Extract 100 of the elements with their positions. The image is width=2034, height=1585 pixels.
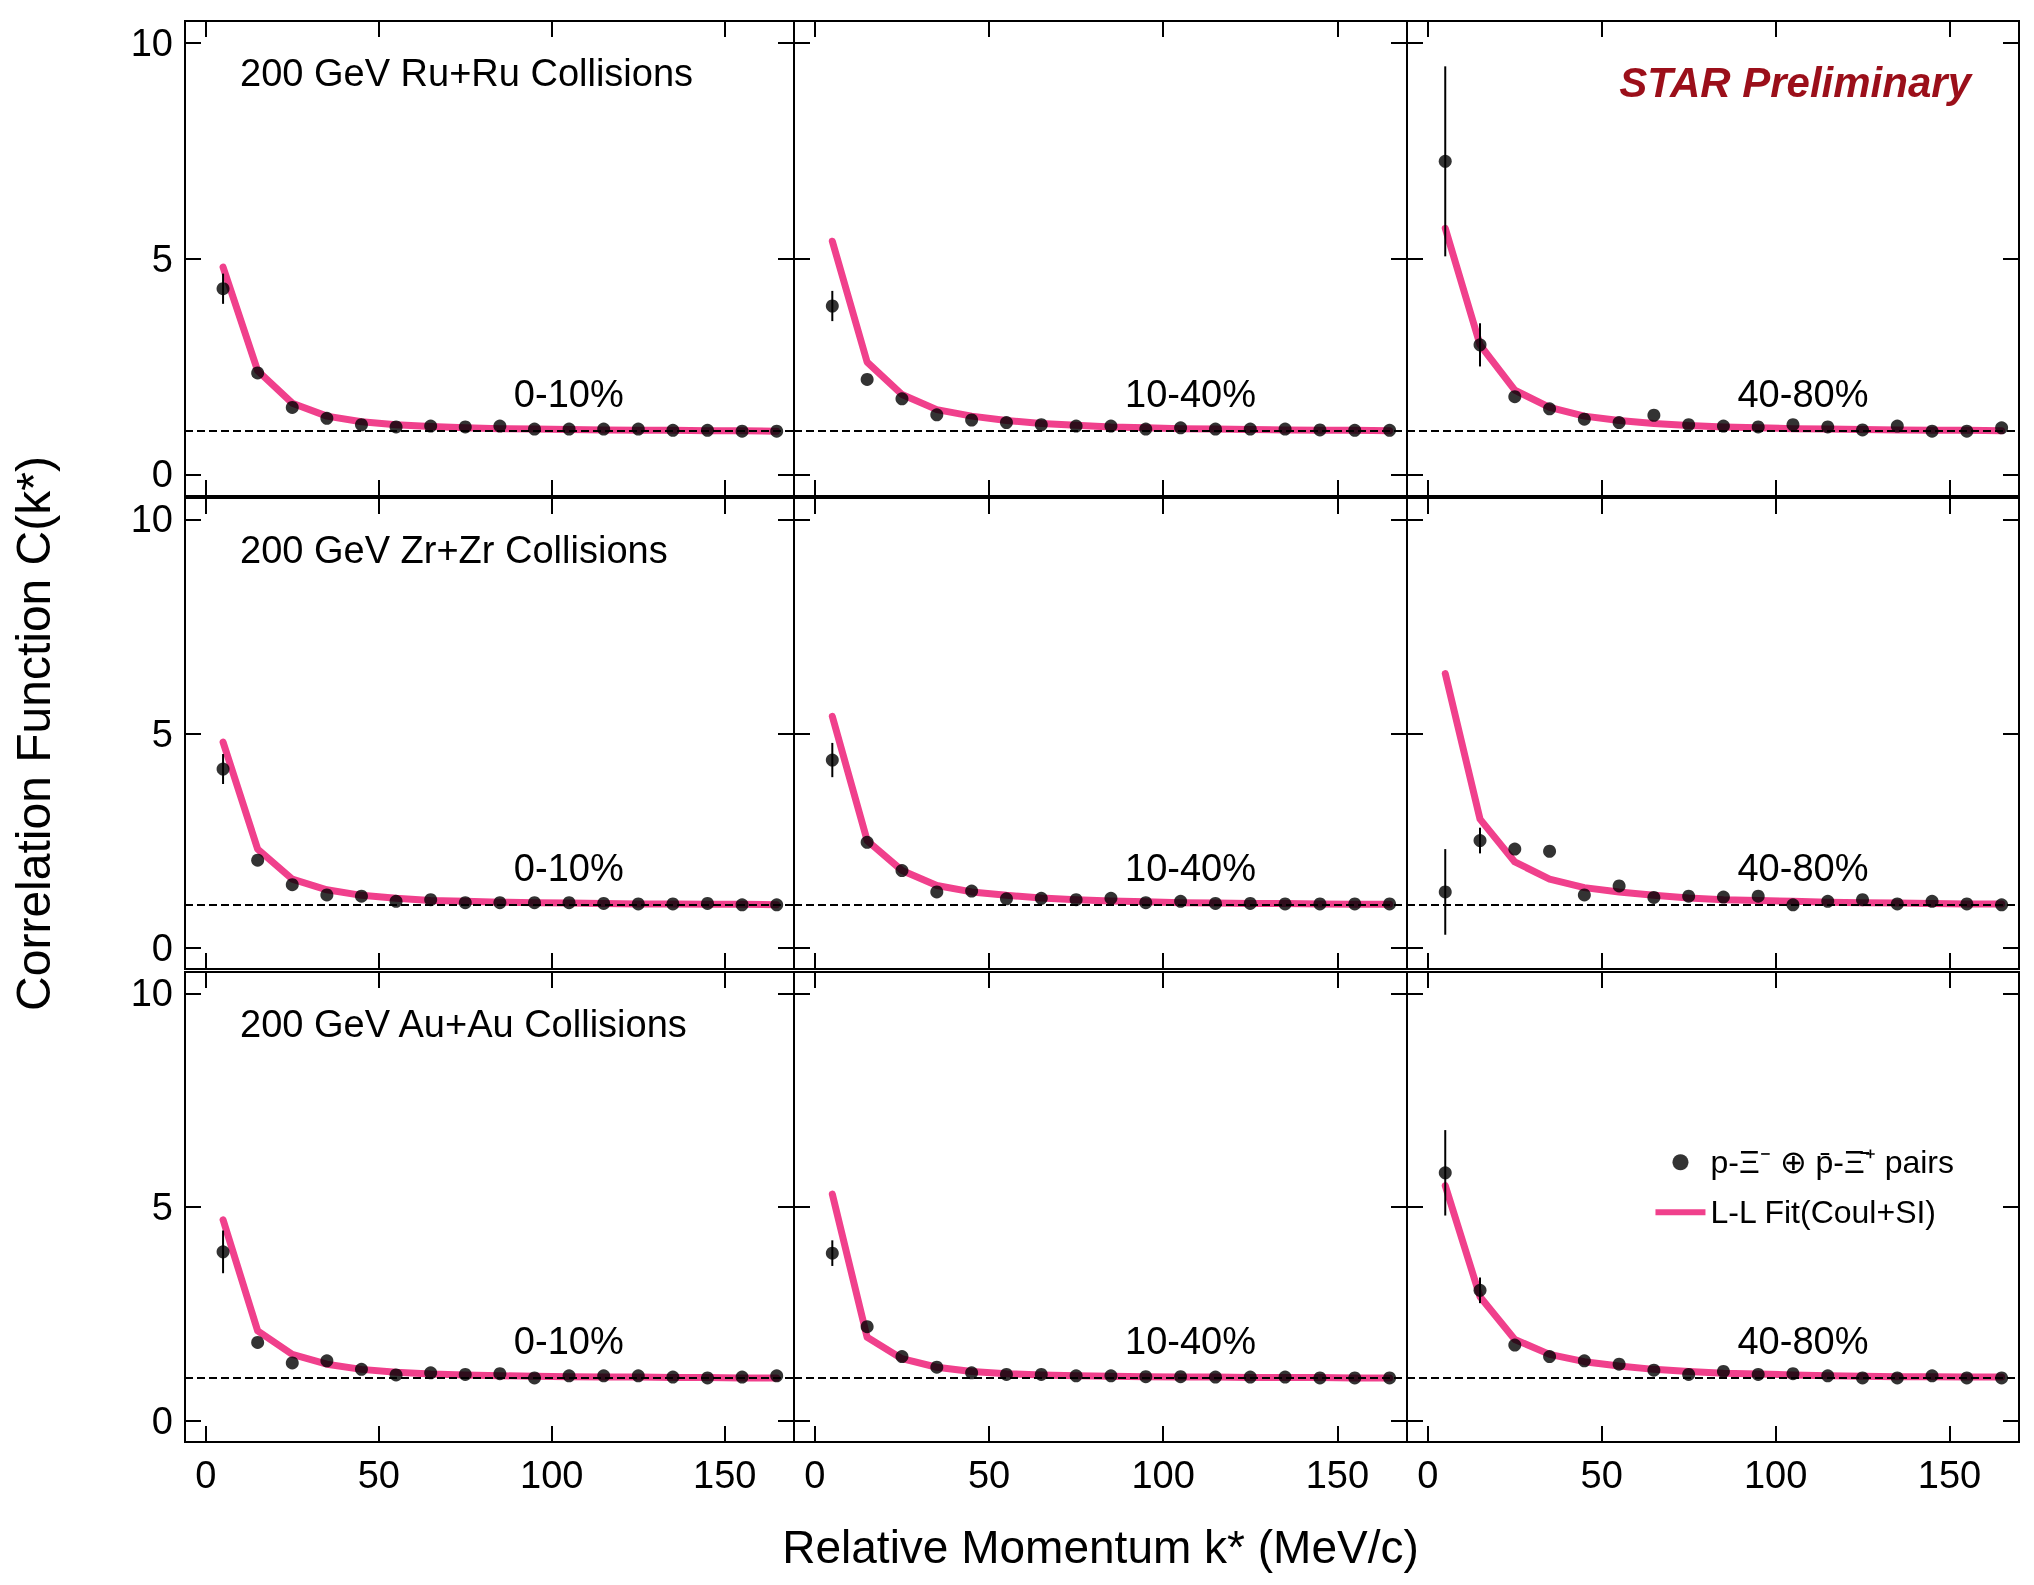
point	[528, 422, 541, 436]
point	[1786, 418, 1800, 432]
point	[1821, 420, 1835, 434]
point	[597, 422, 611, 436]
point	[1313, 897, 1327, 911]
point	[701, 1371, 714, 1385]
point	[770, 898, 784, 912]
point	[354, 1362, 368, 1376]
point	[1208, 1370, 1222, 1384]
point	[1682, 889, 1696, 903]
point	[1890, 897, 1904, 911]
y-tick-label: 5	[151, 712, 173, 755]
annotation: 10-40%	[1125, 846, 1256, 889]
point	[251, 366, 265, 380]
point	[320, 888, 334, 902]
point	[251, 1335, 265, 1349]
point	[1960, 1371, 1974, 1385]
point	[389, 420, 403, 434]
point	[1716, 890, 1730, 904]
point	[930, 885, 944, 899]
point	[1208, 896, 1222, 910]
point	[1348, 897, 1362, 911]
point	[895, 864, 909, 878]
point	[1174, 421, 1188, 435]
point	[1139, 422, 1153, 436]
x-tick-label: 100	[1131, 1454, 1195, 1496]
point	[1243, 1370, 1257, 1384]
point	[1174, 894, 1188, 908]
y-axis-title: Correlation Function C(k*)	[6, 456, 60, 1011]
point	[458, 420, 472, 434]
x-tick-label: 0	[195, 1454, 217, 1496]
point	[770, 424, 784, 438]
point	[1925, 424, 1939, 438]
point	[930, 408, 944, 422]
x-tick-label: 0	[1417, 1454, 1439, 1496]
point	[1856, 893, 1870, 907]
point	[424, 1366, 438, 1380]
point	[1139, 896, 1153, 910]
y-tick-label: 5	[151, 1186, 173, 1228]
point	[1612, 416, 1626, 430]
point	[825, 299, 839, 313]
point	[701, 896, 714, 910]
point	[1278, 422, 1292, 436]
point	[1995, 1371, 2009, 1385]
point	[1034, 1367, 1048, 1381]
point	[1473, 338, 1487, 352]
point	[458, 1367, 472, 1381]
point	[999, 892, 1013, 906]
point	[770, 1369, 784, 1383]
point	[1577, 412, 1591, 426]
point	[1348, 1371, 1362, 1385]
point	[1577, 888, 1591, 902]
point	[1208, 422, 1222, 436]
point	[458, 896, 472, 910]
point	[895, 392, 909, 406]
point	[1438, 1166, 1452, 1180]
point	[1647, 1363, 1661, 1377]
point	[354, 889, 368, 903]
point	[1313, 423, 1327, 437]
x-tick-label: 100	[520, 1454, 584, 1496]
point	[1508, 1338, 1522, 1352]
point	[1543, 844, 1557, 858]
point	[1612, 1357, 1626, 1371]
text: 200 GeV Ru+Ru Collisions	[240, 52, 694, 94]
annotation: 10-40%	[1125, 1320, 1256, 1363]
point	[666, 897, 680, 911]
point	[1751, 420, 1765, 434]
point	[493, 419, 507, 433]
x-tick-label: 50	[357, 1454, 400, 1496]
point	[1821, 1369, 1835, 1383]
point	[528, 1371, 541, 1385]
point	[493, 1367, 507, 1381]
point	[1543, 402, 1557, 416]
point	[1508, 390, 1522, 404]
point	[1682, 418, 1696, 432]
point	[562, 422, 576, 436]
point	[930, 1360, 944, 1374]
x-tick-label: 100	[1743, 1454, 1808, 1496]
x-tick-label: 50	[967, 1454, 1011, 1496]
point	[1751, 889, 1765, 903]
point	[285, 1356, 299, 1370]
point	[424, 893, 438, 907]
point	[1069, 1369, 1083, 1383]
point	[1473, 1283, 1487, 1297]
point	[1543, 1350, 1557, 1364]
point	[1034, 418, 1048, 432]
point	[1682, 1367, 1696, 1381]
point	[320, 411, 334, 425]
annotation: 0-10%	[513, 846, 624, 889]
point	[285, 400, 299, 414]
point	[825, 1246, 839, 1260]
point	[735, 1370, 749, 1384]
x-tick-label: 150	[1917, 1454, 1982, 1496]
text: 200 GeV Au+Au Collisions	[240, 1003, 687, 1045]
point	[1821, 894, 1835, 908]
point	[1104, 891, 1118, 905]
y-tick-label: 0	[151, 453, 173, 496]
point	[1278, 897, 1292, 911]
point	[965, 1366, 979, 1380]
x-tick-label: 150	[1305, 1454, 1370, 1496]
